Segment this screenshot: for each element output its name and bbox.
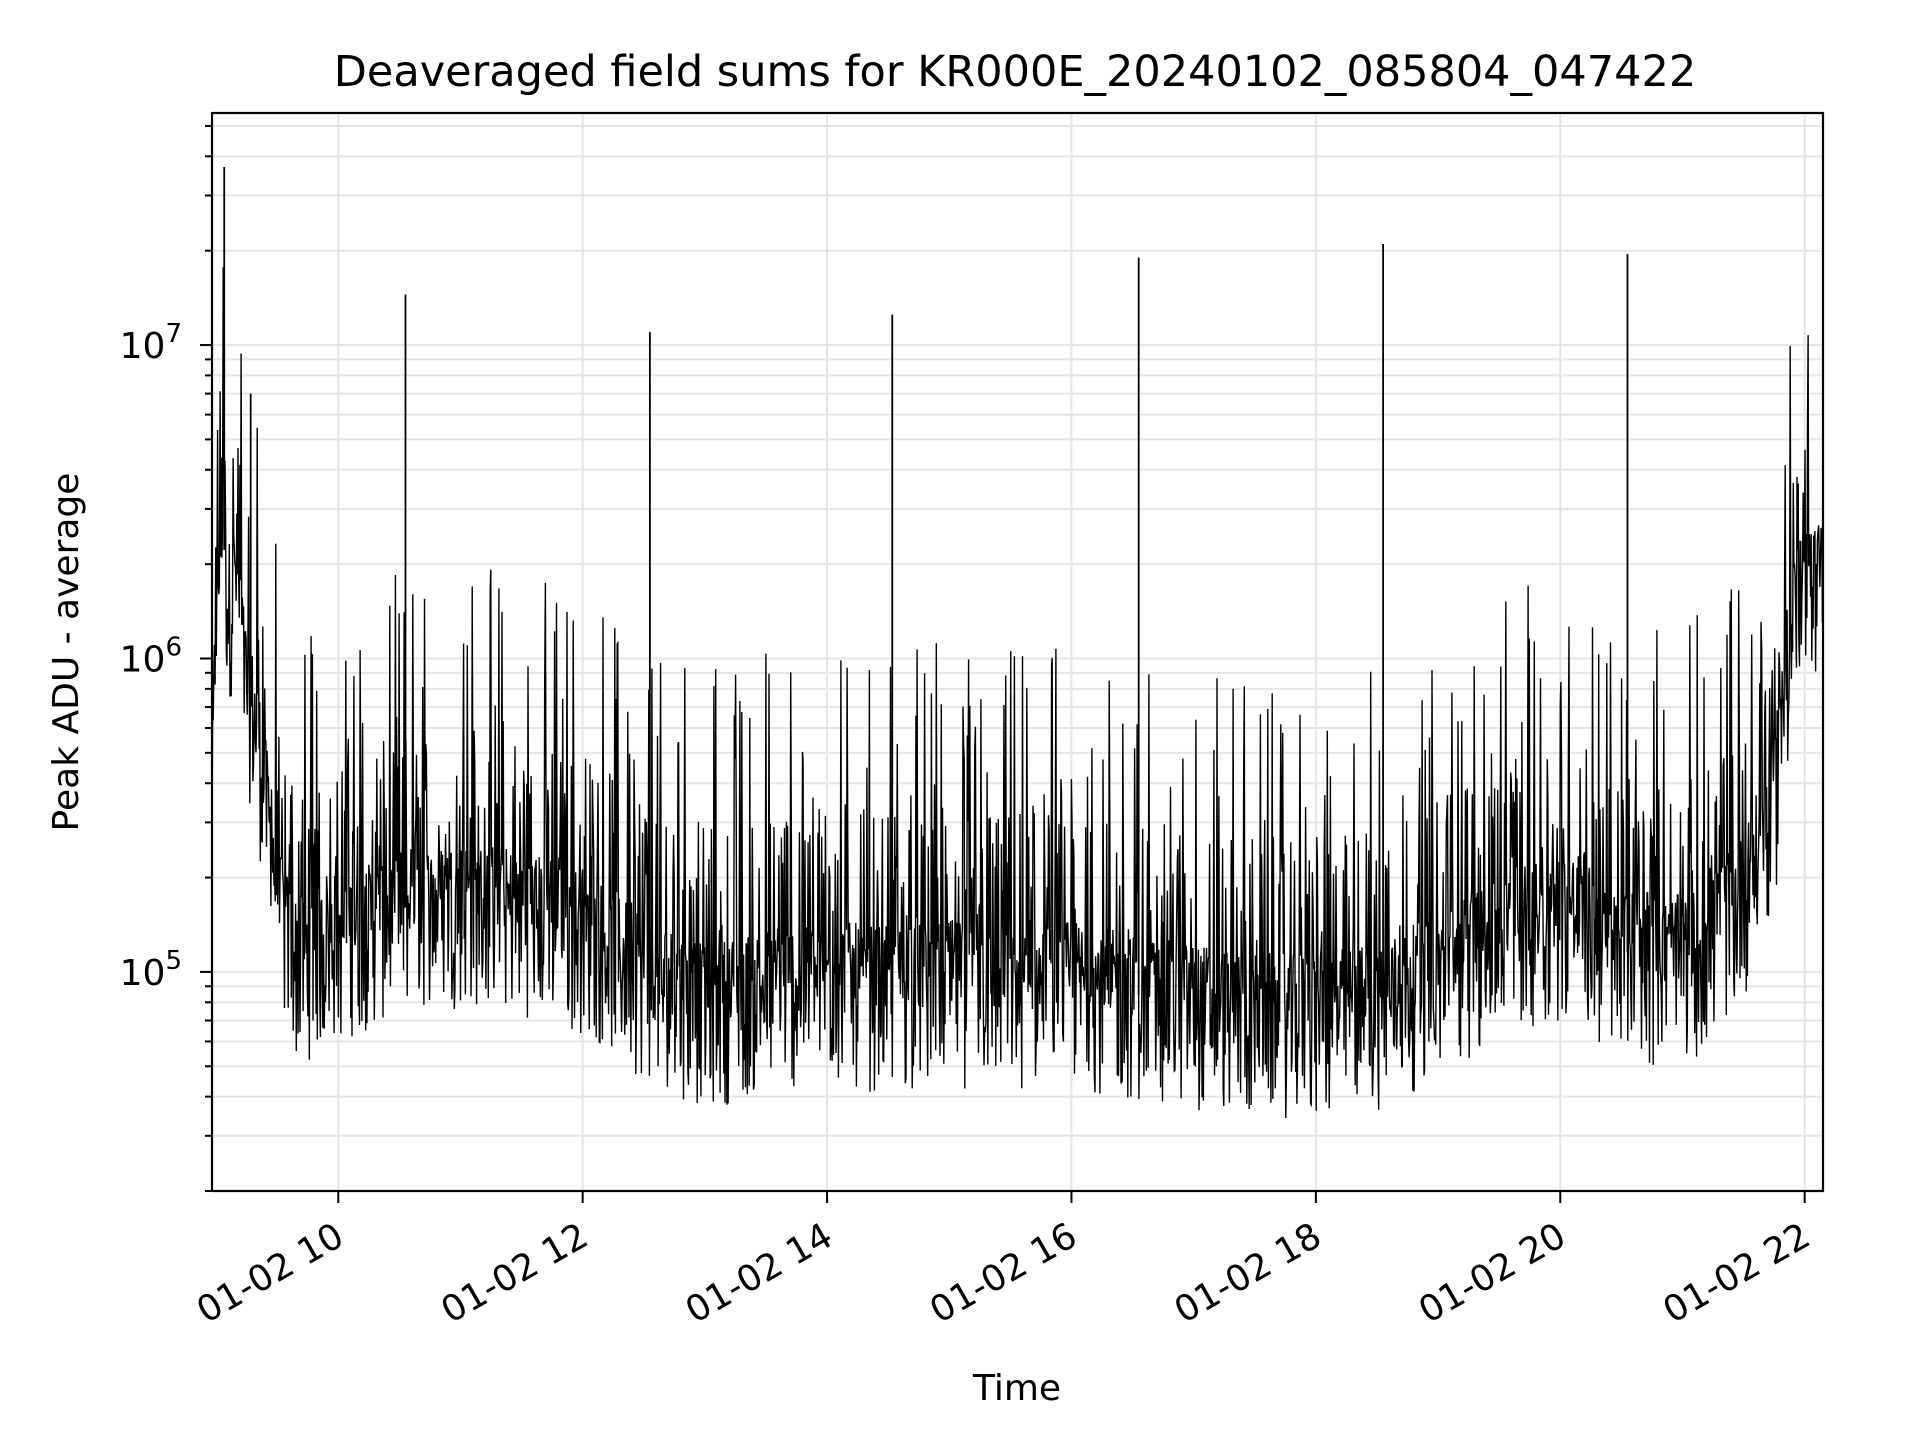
y-axis: 105 106 107 (120, 124, 212, 1192)
x-tick-label: 01-02 12 (434, 1215, 595, 1331)
y-tick-label: 107 (120, 319, 182, 367)
x-axis: 01-02 10 01-02 12 01-02 14 01-02 16 01-02 18… (190, 1191, 1817, 1332)
grid (212, 113, 1823, 1192)
y-tick-label: 105 (120, 946, 182, 994)
spike-group (223, 166, 1629, 1000)
x-tick-label: 01-02 10 (190, 1215, 351, 1331)
x-tick-label: 01-02 14 (679, 1215, 840, 1331)
plot-frame (210, 111, 1825, 1193)
x-tick-label: 01-02 16 (923, 1215, 1084, 1331)
y-axis-label: Peak ADU - average (46, 473, 87, 832)
data-series-noise (212, 267, 1823, 1119)
x-tick-label: 01-02 22 (1656, 1215, 1817, 1331)
x-axis-label: Time (972, 1368, 1061, 1409)
x-tick-label: 01-02 20 (1412, 1215, 1573, 1331)
chart-title: Deaveraged field sums for KR000E_2024010… (334, 47, 1696, 97)
y-tick-label: 106 (120, 632, 182, 680)
x-tick-label: 01-02 18 (1168, 1215, 1329, 1331)
plot-area (212, 166, 1823, 1119)
